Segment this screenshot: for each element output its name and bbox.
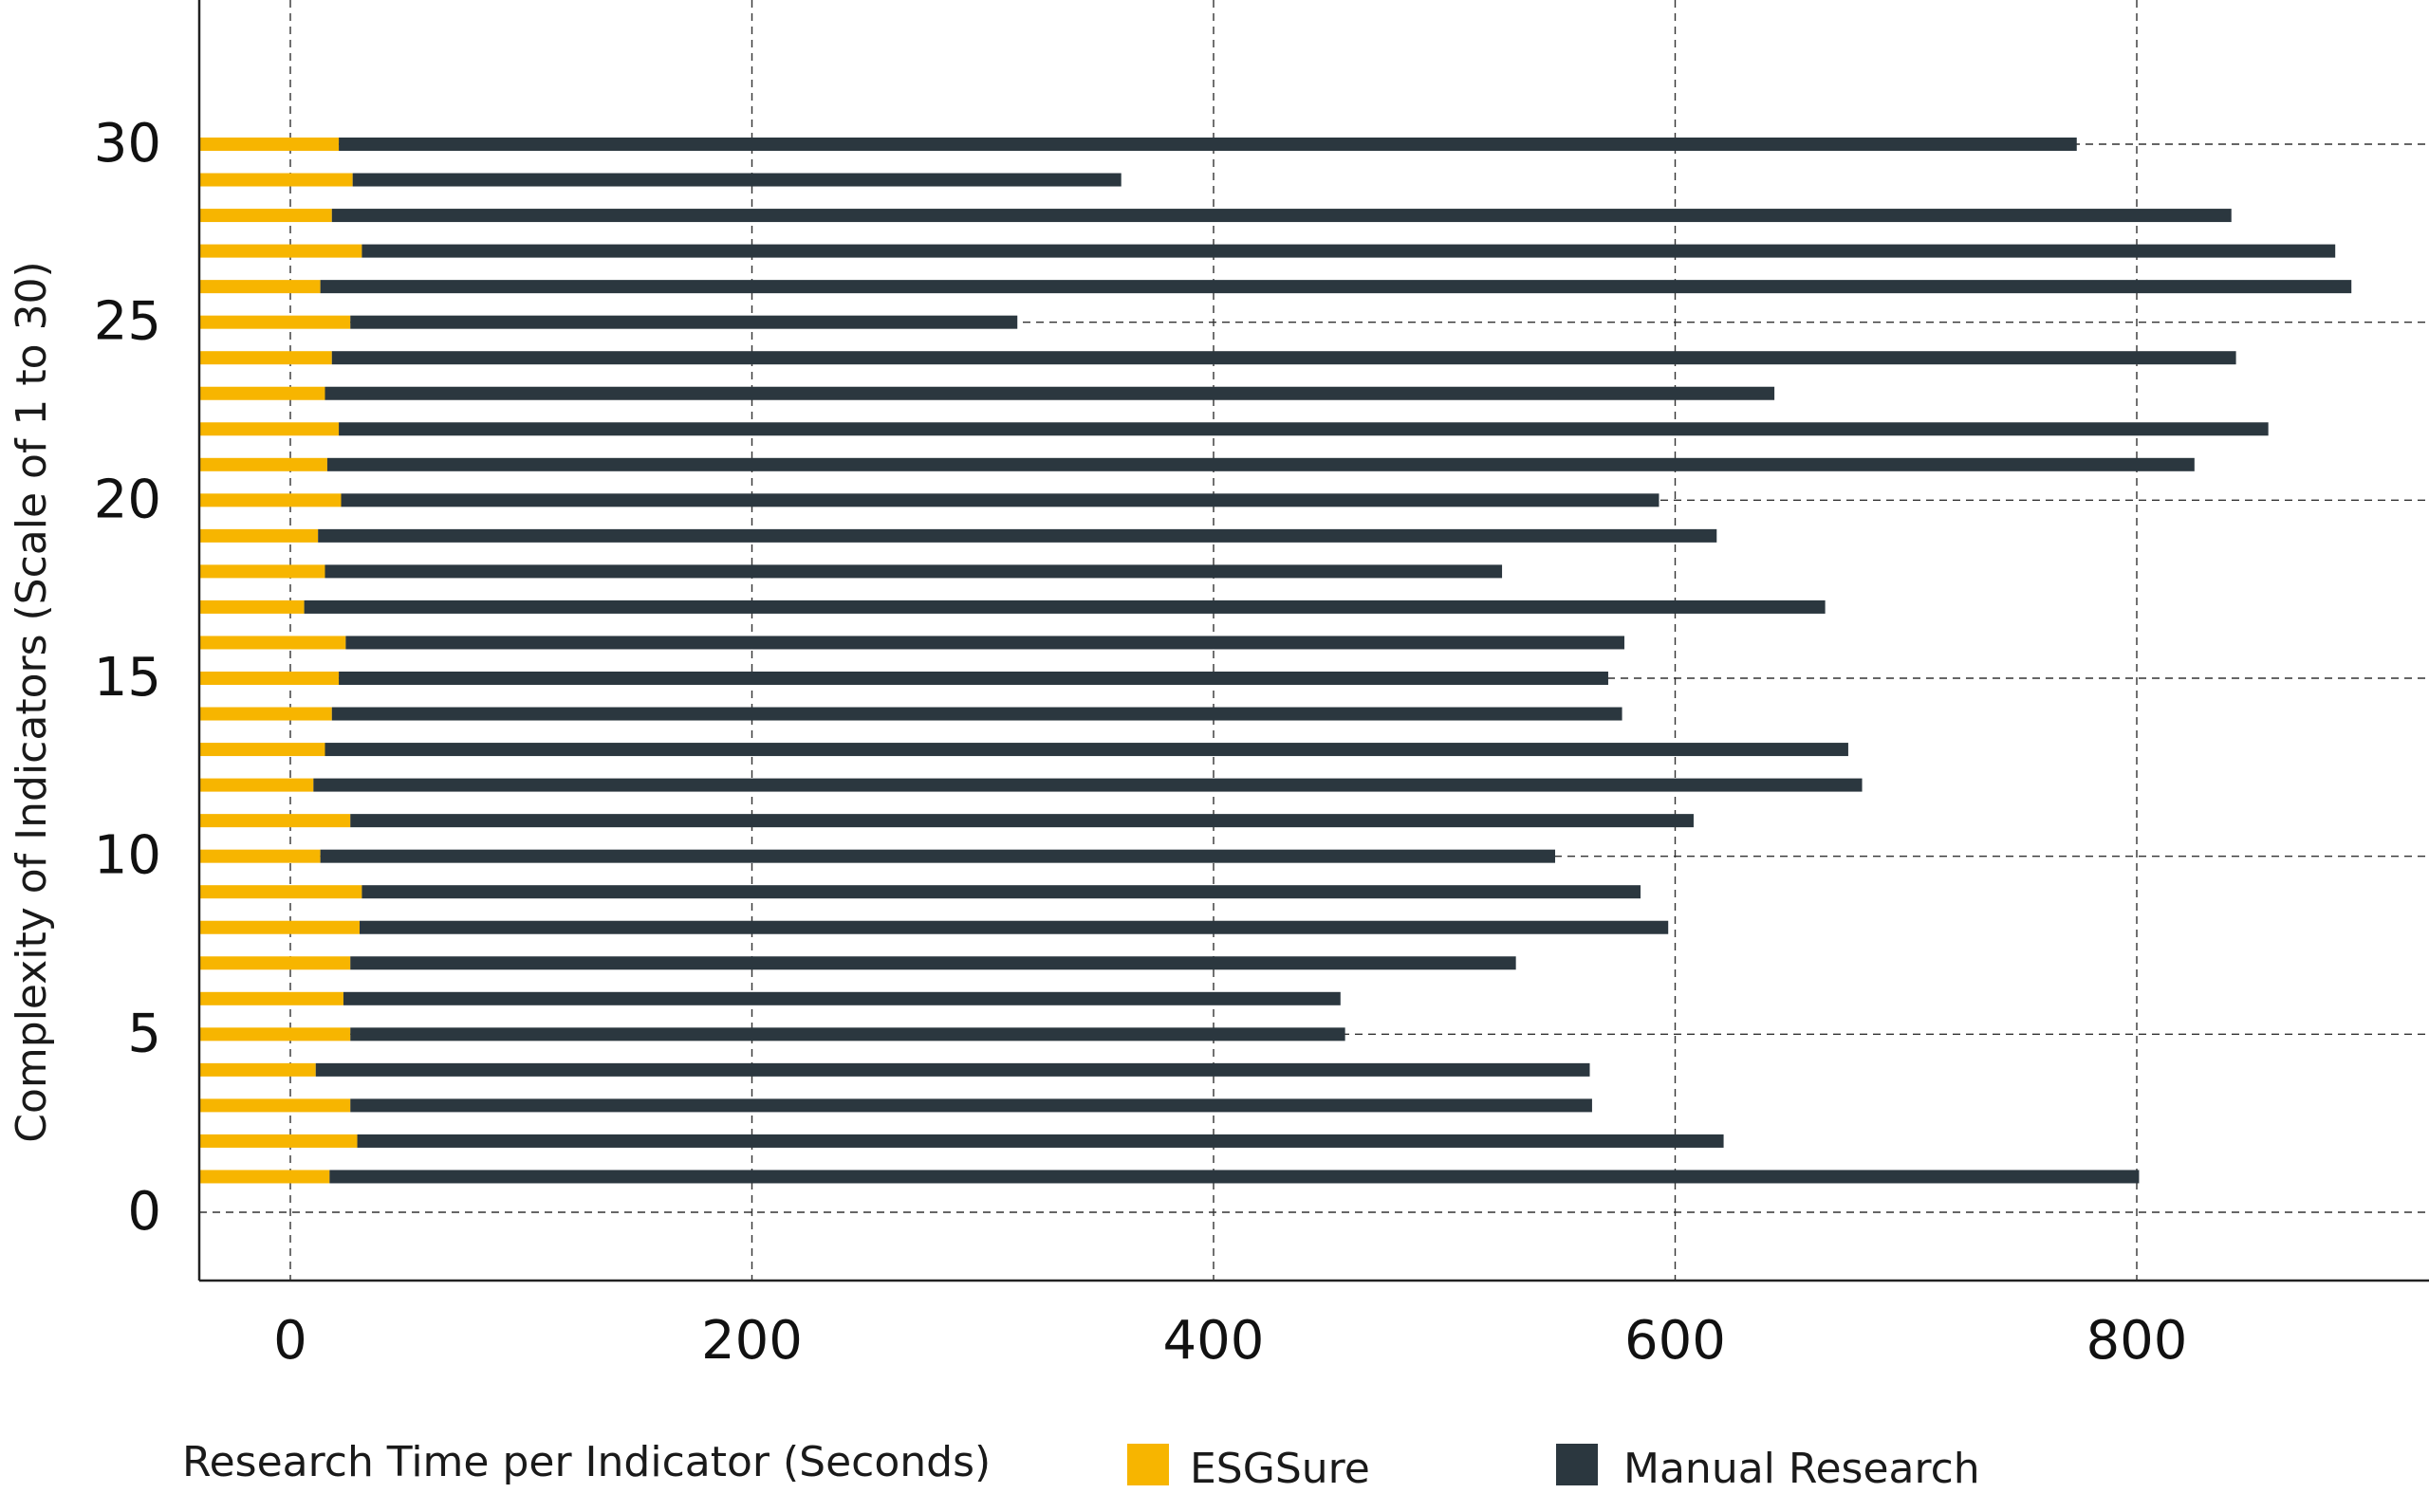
bar-esgsure-8: [199, 920, 360, 934]
legend-swatch-esgsure: [1127, 1444, 1169, 1485]
bar-manual-research-5: [350, 1027, 1345, 1042]
axes: [197, 0, 2429, 1282]
bar-manual-research-26: [320, 280, 2352, 294]
legend-swatch-manual-research: [1556, 1444, 1598, 1485]
x-tick-label-0: 0: [273, 1310, 307, 1372]
bar-manual-research-20: [341, 493, 1660, 507]
bar-manual-research-28: [331, 209, 2232, 223]
bar-esgsure-3: [199, 1098, 351, 1113]
bar-manual-research-9: [362, 885, 1641, 899]
y-tick-label-20: 20: [94, 469, 161, 530]
bar-manual-research-19: [318, 528, 1717, 543]
bar-esgsure-18: [199, 564, 325, 579]
bar-esgsure-11: [199, 814, 351, 828]
bar-manual-research-12: [313, 778, 1863, 792]
bar-manual-research-17: [304, 599, 1826, 614]
bar-manual-research-27: [362, 244, 2336, 258]
bar-esgsure-17: [199, 599, 305, 614]
bar-manual-research-29: [352, 173, 1122, 187]
bar-esgsure-23: [199, 386, 325, 400]
bar-manual-research-24: [331, 351, 2236, 365]
bar-manual-research-10: [320, 849, 1556, 863]
bar-esgsure-13: [199, 743, 325, 757]
bar-manual-research-2: [357, 1134, 1724, 1148]
bar-esgsure-1: [199, 1170, 330, 1184]
x-tick-label-800: 800: [2086, 1310, 2188, 1372]
bar-manual-research-16: [345, 636, 1624, 650]
bars: [199, 138, 2352, 1184]
bar-esgsure-22: [199, 422, 340, 436]
bar-manual-research-8: [359, 920, 1669, 934]
bar-manual-research-21: [326, 457, 2195, 471]
bar-esgsure-6: [199, 991, 343, 1005]
bar-manual-research-11: [350, 814, 1694, 828]
y-tick-label-0: 0: [127, 1181, 161, 1243]
bar-manual-research-23: [324, 386, 1775, 400]
bar-esgsure-4: [199, 1062, 316, 1077]
x-tick-label-400: 400: [1163, 1310, 1265, 1372]
bar-esgsure-9: [199, 885, 362, 899]
x-axis-title: Research Time per Indicator (Seconds): [182, 1438, 991, 1486]
legend-label-esgsure: ESGSure: [1190, 1445, 1370, 1493]
bar-esgsure-30: [199, 138, 340, 151]
bar-esgsure-26: [199, 280, 321, 294]
bar-manual-research-4: [315, 1062, 1590, 1077]
bar-esgsure-29: [199, 173, 353, 187]
bar-esgsure-12: [199, 778, 314, 792]
y-tick-label-25: 25: [94, 291, 161, 353]
bar-manual-research-15: [339, 672, 1608, 685]
bar-esgsure-19: [199, 528, 319, 543]
bar-esgsure-15: [199, 672, 340, 685]
bar-esgsure-21: [199, 457, 327, 471]
bar-manual-research-14: [331, 707, 1622, 721]
bar-manual-research-22: [339, 422, 2269, 436]
bar-esgsure-27: [199, 244, 362, 258]
bar-esgsure-10: [199, 849, 321, 863]
bar-esgsure-24: [199, 351, 332, 365]
bar-manual-research-6: [343, 991, 1341, 1005]
bar-manual-research-18: [324, 564, 1503, 579]
bar-manual-research-13: [324, 743, 1848, 757]
y-tick-label-5: 5: [127, 1003, 161, 1064]
bar-esgsure-20: [199, 493, 342, 507]
y-tick-label-10: 10: [94, 825, 161, 887]
bar-esgsure-2: [199, 1134, 358, 1148]
bar-manual-research-25: [350, 315, 1018, 329]
y-tick-label-15: 15: [94, 647, 161, 709]
tick-labels: 0 200 400 600 800 0 5 10 15 20 25 30: [94, 113, 2188, 1372]
y-tick-label-30: 30: [94, 113, 161, 175]
x-tick-label-600: 600: [1624, 1310, 1726, 1372]
y-axis-title: Complexity of Indicators (Scale of 1 to …: [8, 261, 56, 1142]
legend: ESGSure Manual Research: [1127, 1444, 1980, 1493]
bar-esgsure-16: [199, 636, 346, 650]
bar-esgsure-7: [199, 956, 351, 970]
x-tick-label-200: 200: [701, 1310, 803, 1372]
bar-manual-research-1: [329, 1170, 2140, 1184]
bar-manual-research-30: [339, 138, 2077, 151]
bar-manual-research-7: [350, 956, 1516, 970]
legend-label-manual-research: Manual Research: [1623, 1445, 1980, 1493]
bar-esgsure-14: [199, 707, 332, 721]
bar-esgsure-28: [199, 209, 332, 223]
bar-esgsure-5: [199, 1027, 351, 1042]
bar-manual-research-3: [350, 1098, 1592, 1113]
bar-esgsure-25: [199, 315, 351, 329]
